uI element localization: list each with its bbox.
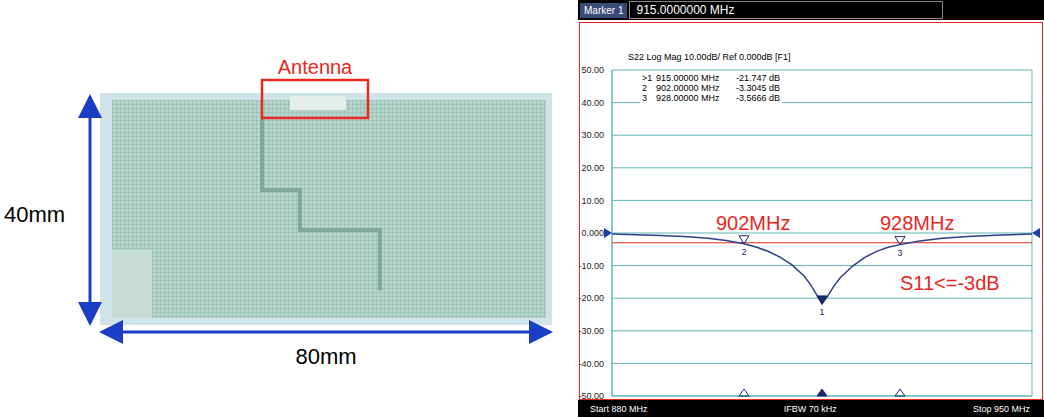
html-text:902MHz: 902MHz bbox=[716, 212, 791, 234]
html-text:Stop 950 MHz: Stop 950 MHz bbox=[973, 403, 1030, 414]
svg-text:-20.00: -20.00 bbox=[578, 293, 604, 303]
svg-text:30.00: 30.00 bbox=[581, 130, 604, 140]
svg-text:80mm: 80mm bbox=[295, 344, 356, 369]
html-text:>1 915.00000 MHz: >1 915.00000 MHz bbox=[642, 73, 720, 83]
html-text:928.00000 MHz: 928.00000 MHz bbox=[656, 93, 720, 103]
html-text:-3.5666 dB: -3.5666 dB bbox=[736, 93, 780, 103]
svg-text:-50.00: -50.00 bbox=[578, 391, 604, 400]
html-text:-21.747 dB: -21.747 dB bbox=[736, 73, 780, 83]
svg-text:40mm: 40mm bbox=[4, 202, 65, 227]
html-text:S11<=-3dB: S11<=-3dB bbox=[900, 272, 1000, 294]
html-text:2: 2 bbox=[642, 83, 647, 93]
svg-text:0.000: 0.000 bbox=[581, 228, 604, 238]
html-text:Marker 1: Marker 1 bbox=[584, 4, 624, 16]
html-text:902.00000 MHz: 902.00000 MHz bbox=[656, 83, 720, 93]
svg-text:-10.00: -10.00 bbox=[578, 261, 604, 271]
svg-text:3: 3 bbox=[897, 248, 902, 258]
html-text:S22 Log Mag 10.00dB/ Ref 0.000: S22 Log Mag 10.00dB/ Ref 0.000dB [F1] bbox=[628, 52, 791, 62]
svg-text:-30.00: -30.00 bbox=[578, 326, 604, 336]
svg-text:1: 1 bbox=[819, 307, 824, 317]
html-text:-3.3045 dB: -3.3045 dB bbox=[736, 83, 780, 93]
svg-text:20.00: 20.00 bbox=[581, 163, 604, 173]
html-text:3: 3 bbox=[642, 93, 647, 103]
svg-text:40.00: 40.00 bbox=[581, 98, 604, 108]
svg-text:10.00: 10.00 bbox=[581, 196, 604, 206]
svg-text:50.00: 50.00 bbox=[581, 65, 604, 75]
svg-text:-40.00: -40.00 bbox=[578, 359, 604, 369]
svg-text:Antenna: Antenna bbox=[278, 56, 353, 78]
svg-text:2: 2 bbox=[741, 247, 746, 257]
html-text:915.0000000 MHz: 915.0000000 MHz bbox=[636, 3, 735, 17]
html-text:Start 880 MHz: Start 880 MHz bbox=[590, 403, 648, 414]
html-text:IFBW 70 kHz: IFBW 70 kHz bbox=[783, 403, 837, 414]
html-text:928MHz: 928MHz bbox=[880, 212, 955, 234]
